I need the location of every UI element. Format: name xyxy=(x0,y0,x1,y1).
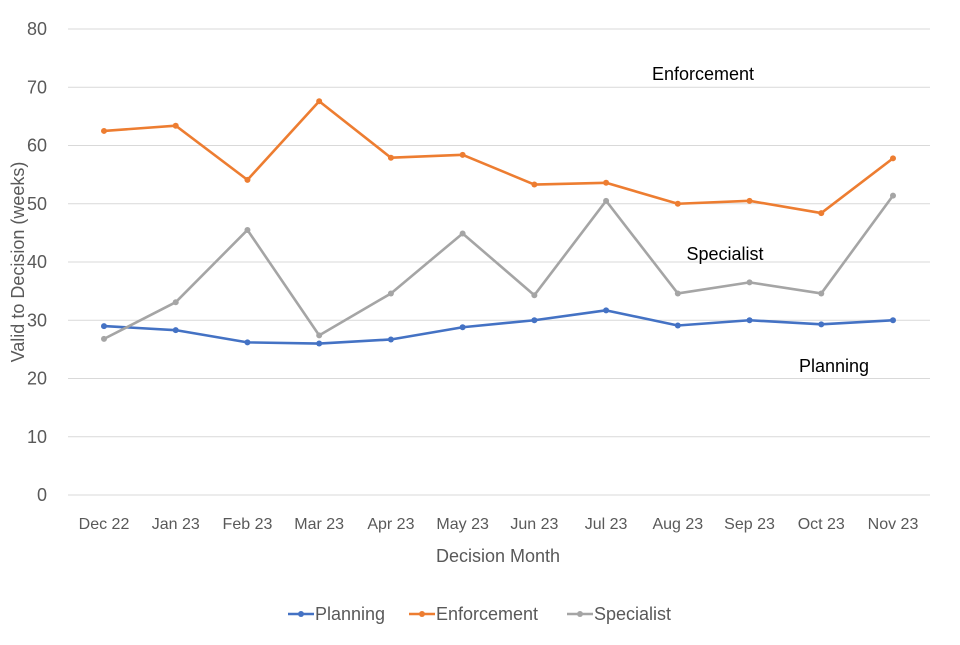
y-tick-label: 20 xyxy=(27,369,47,389)
data-point-specialist xyxy=(172,299,179,306)
data-point-enforcement xyxy=(172,122,179,129)
data-point-planning xyxy=(316,340,323,347)
x-tick-label: Nov 23 xyxy=(868,516,919,533)
data-point-enforcement xyxy=(818,210,825,217)
series-line-planning xyxy=(103,309,894,345)
y-tick-label: 80 xyxy=(27,19,47,39)
legend-marker xyxy=(419,611,425,617)
data-point-planning xyxy=(818,321,825,328)
data-point-planning xyxy=(746,317,753,324)
x-axis-ticks: Dec 22 Jan 23 Feb 23 Mar 23 Apr 23 May 23 Jun … xyxy=(79,516,919,533)
data-point-planning xyxy=(387,336,394,343)
x-tick-label: Apr 23 xyxy=(367,516,414,533)
data-point-planning xyxy=(172,327,179,334)
data-point-planning xyxy=(890,317,896,324)
data-point-specialist xyxy=(316,332,323,339)
x-axis-label: Decision Month xyxy=(436,546,560,566)
legend-marker xyxy=(298,611,304,617)
x-tick-label: Jan 23 xyxy=(152,516,200,533)
data-point-planning xyxy=(603,307,610,314)
data-point-specialist xyxy=(244,226,251,233)
y-axis-ticks: 0 10 20 30 40 50 60 70 80 xyxy=(27,19,47,505)
legend-marker xyxy=(577,611,583,617)
data-point-enforcement xyxy=(746,197,753,204)
data-point-enforcement xyxy=(244,176,251,183)
data-point-planning xyxy=(459,324,466,331)
legend-label: Enforcement xyxy=(436,604,538,624)
legend-item-planning[interactable]: Planning xyxy=(288,604,385,624)
data-point-specialist xyxy=(531,292,538,299)
x-tick-label: Dec 22 xyxy=(79,516,130,533)
data-point-specialist xyxy=(674,290,681,297)
data-point-specialist xyxy=(459,230,466,237)
data-point-enforcement xyxy=(459,151,466,158)
annotation-specialist: Specialist xyxy=(686,244,763,264)
data-point-specialist xyxy=(603,197,610,204)
x-tick-label: Sep 23 xyxy=(724,516,775,533)
data-point-enforcement xyxy=(674,200,681,207)
y-axis-label: Valid to Decision (weeks) xyxy=(8,162,28,363)
data-point-planning xyxy=(674,322,681,329)
y-tick-label: 70 xyxy=(27,77,47,97)
x-tick-label: Oct 23 xyxy=(798,516,845,533)
data-point-specialist xyxy=(890,192,896,199)
x-tick-label: May 23 xyxy=(436,516,489,533)
data-point-planning xyxy=(101,323,107,330)
data-point-enforcement xyxy=(387,154,394,161)
series-lines xyxy=(101,98,896,347)
y-tick-label: 10 xyxy=(27,427,47,447)
legend: Planning Enforcement Specialist xyxy=(288,604,671,624)
data-point-enforcement xyxy=(603,179,610,186)
legend-label: Specialist xyxy=(594,604,671,624)
series-line-specialist xyxy=(103,194,895,341)
y-tick-label: 40 xyxy=(27,252,47,272)
data-point-enforcement xyxy=(101,127,107,134)
data-point-specialist xyxy=(101,335,107,342)
x-tick-label: Jul 23 xyxy=(585,516,628,533)
data-point-planning xyxy=(244,339,251,346)
data-point-planning xyxy=(531,317,538,324)
x-tick-label: Jun 23 xyxy=(510,516,558,533)
data-point-specialist xyxy=(387,290,394,297)
data-point-enforcement xyxy=(531,181,538,188)
data-point-enforcement xyxy=(890,155,896,162)
legend-label: Planning xyxy=(315,604,385,624)
series-line-enforcement xyxy=(103,99,894,215)
annotation-enforcement: Enforcement xyxy=(652,64,754,84)
y-tick-label: 50 xyxy=(27,194,47,214)
data-point-specialist xyxy=(746,279,753,286)
y-tick-label: 30 xyxy=(27,310,47,330)
legend-item-enforcement[interactable]: Enforcement xyxy=(409,604,538,624)
data-point-enforcement xyxy=(316,98,323,105)
legend-item-specialist[interactable]: Specialist xyxy=(567,604,671,624)
gridlines xyxy=(68,28,930,496)
data-point-specialist xyxy=(818,290,825,297)
x-tick-label: Mar 23 xyxy=(294,516,344,533)
x-tick-label: Aug 23 xyxy=(652,516,703,533)
annotation-planning: Planning xyxy=(799,356,869,376)
x-tick-label: Feb 23 xyxy=(223,516,273,533)
y-tick-label: 60 xyxy=(27,136,47,156)
y-tick-label: 0 xyxy=(37,485,47,505)
